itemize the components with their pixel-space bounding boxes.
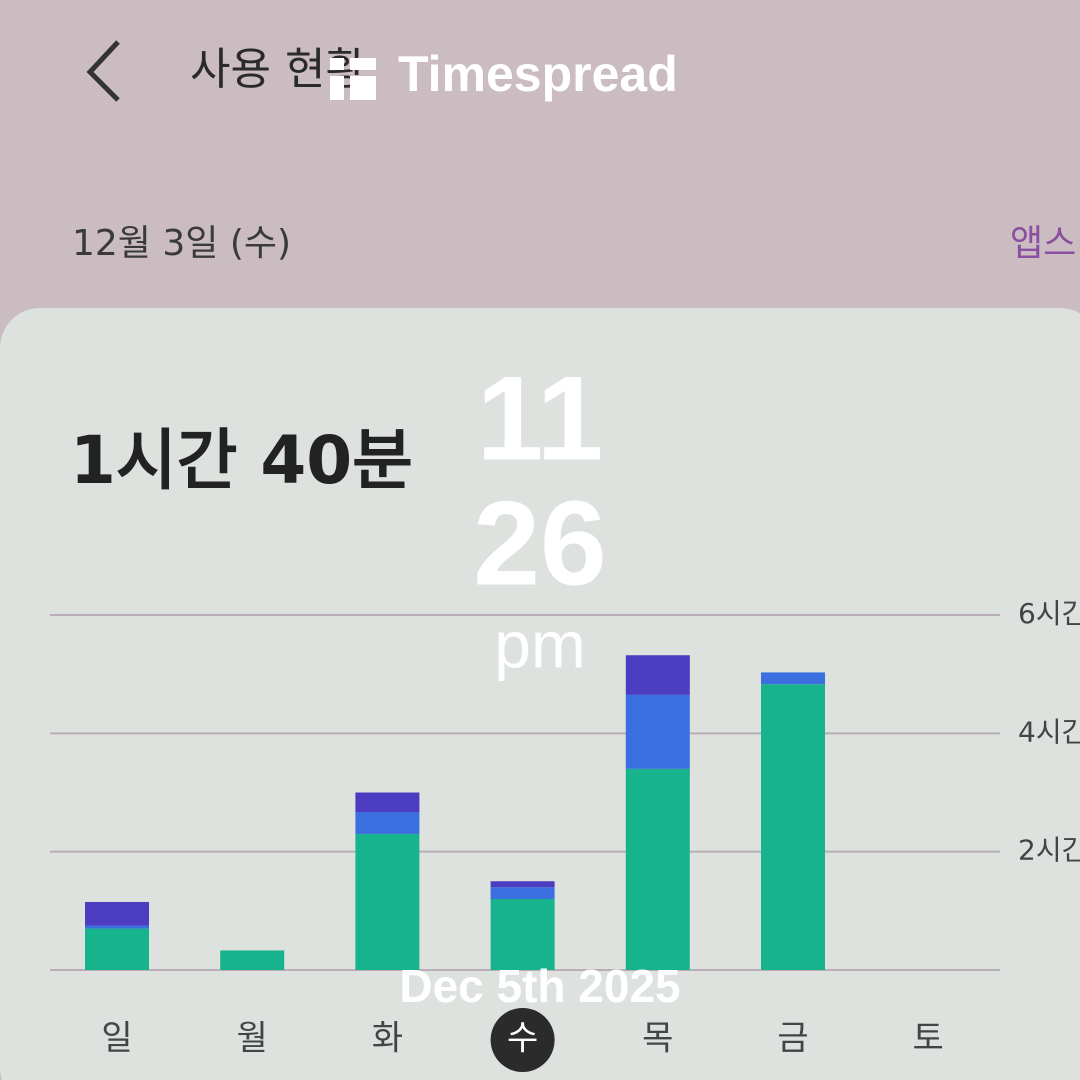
y-tick-label: 2시간	[1018, 834, 1080, 867]
bar-segment	[761, 684, 825, 970]
x-tick-label: 화	[372, 1019, 403, 1059]
bar-segment	[355, 833, 420, 970]
clock-ampm: pm	[494, 607, 586, 681]
clock-minute: 26	[473, 477, 606, 611]
total-time: 1시간 40분	[70, 422, 413, 499]
logo	[330, 76, 344, 100]
bar-segment	[85, 925, 149, 929]
bar-segment	[625, 768, 690, 970]
bar-segment	[355, 812, 420, 834]
logo	[330, 58, 344, 70]
x-tick-label: 목	[642, 1019, 673, 1059]
bar-segment	[490, 881, 555, 888]
x-tick-label: 월	[237, 1019, 268, 1059]
bar-segment	[490, 887, 555, 899]
x-tick-label: 토	[913, 1019, 944, 1059]
date-label: 12월 3일 (수)	[72, 223, 291, 264]
selected-day	[490, 1008, 555, 1072]
bar-segment	[490, 899, 555, 970]
overlay-date: Dec 5th 2025	[399, 960, 680, 1012]
bar-segment	[220, 950, 285, 970]
back-button[interactable]	[86, 40, 120, 102]
bar-segment	[85, 901, 149, 926]
y-tick-label: 4시간	[1018, 715, 1080, 748]
logo	[350, 58, 376, 70]
brand: Timespread	[398, 46, 678, 102]
clock-hour: 11	[477, 352, 604, 486]
x-tick-label: 금	[777, 1019, 808, 1059]
y-tick-label: 6시간	[1018, 597, 1080, 630]
bar-segment	[761, 672, 825, 685]
bar-segment	[625, 655, 690, 695]
bar-segment	[625, 694, 690, 769]
overlay: Timespread 11 26 pm Dec 5th 2025	[330, 46, 681, 1012]
x-tick-label: 수	[507, 1019, 538, 1059]
apps-tab[interactable]: 앱스	[1010, 223, 1076, 264]
bar-segment	[85, 928, 149, 970]
bar-segment	[355, 792, 420, 813]
x-tick-label: 일	[101, 1019, 132, 1059]
logo	[350, 76, 376, 100]
